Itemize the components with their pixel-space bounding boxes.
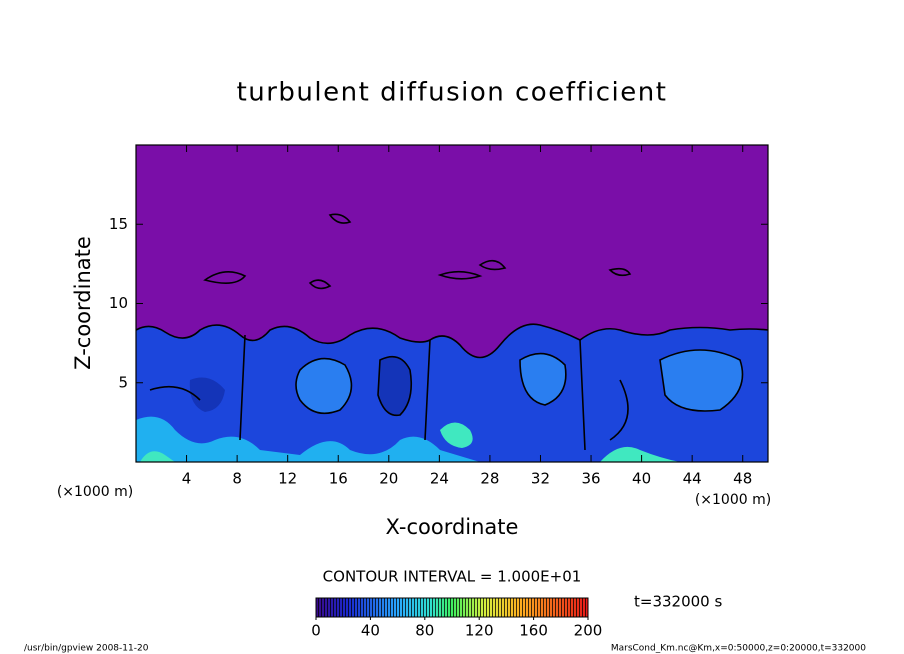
y-tick-label: 5 <box>118 373 128 391</box>
x-axis-label: X-coordinate <box>386 515 519 539</box>
x-tick-label: 32 <box>531 470 550 488</box>
x-tick-label: 48 <box>733 470 752 488</box>
colorbar-lines <box>315 597 589 618</box>
x-tick-label: 24 <box>430 470 449 488</box>
x-tick-label: 44 <box>683 470 702 488</box>
colorbar-tick-label: 80 <box>415 622 434 640</box>
x-tick-label: 4 <box>182 470 192 488</box>
x-tick-label: 40 <box>632 470 651 488</box>
x-tick-label: 28 <box>480 470 499 488</box>
colorbar-tick-label: 120 <box>465 622 494 640</box>
x-tick-label: 12 <box>278 470 297 488</box>
contour-field <box>136 145 768 462</box>
colorbar-tick-label: 200 <box>574 622 603 640</box>
time-label: t=332000 s <box>634 593 722 611</box>
y-tick-label: 15 <box>109 215 128 233</box>
x-tick-label: 8 <box>232 470 242 488</box>
contour-interval: CONTOUR INTERVAL = 1.000E+01 <box>323 568 582 586</box>
colorbar-tick-label: 0 <box>311 622 321 640</box>
colorbar-tick-label: 40 <box>361 622 380 640</box>
x-unit-label: (×1000 m) <box>57 484 133 500</box>
footer-left: /usr/bin/gpview 2008-11-20 <box>24 644 149 654</box>
x-tick-label: 16 <box>329 470 348 488</box>
x-tick-label: 36 <box>581 470 600 488</box>
x-unit-label: (×1000 m) <box>695 492 771 508</box>
colorbar-tick-label: 160 <box>519 622 548 640</box>
x-tick-label: 20 <box>379 470 398 488</box>
footer-right: MarsCond_Km.nc@Km,x=0:50000,z=0:20000,t=… <box>611 644 866 654</box>
y-tick-label: 10 <box>109 294 128 312</box>
y-axis-label: Z-coordinate <box>71 236 95 370</box>
chart-title: turbulent diffusion coefficient <box>237 78 668 108</box>
